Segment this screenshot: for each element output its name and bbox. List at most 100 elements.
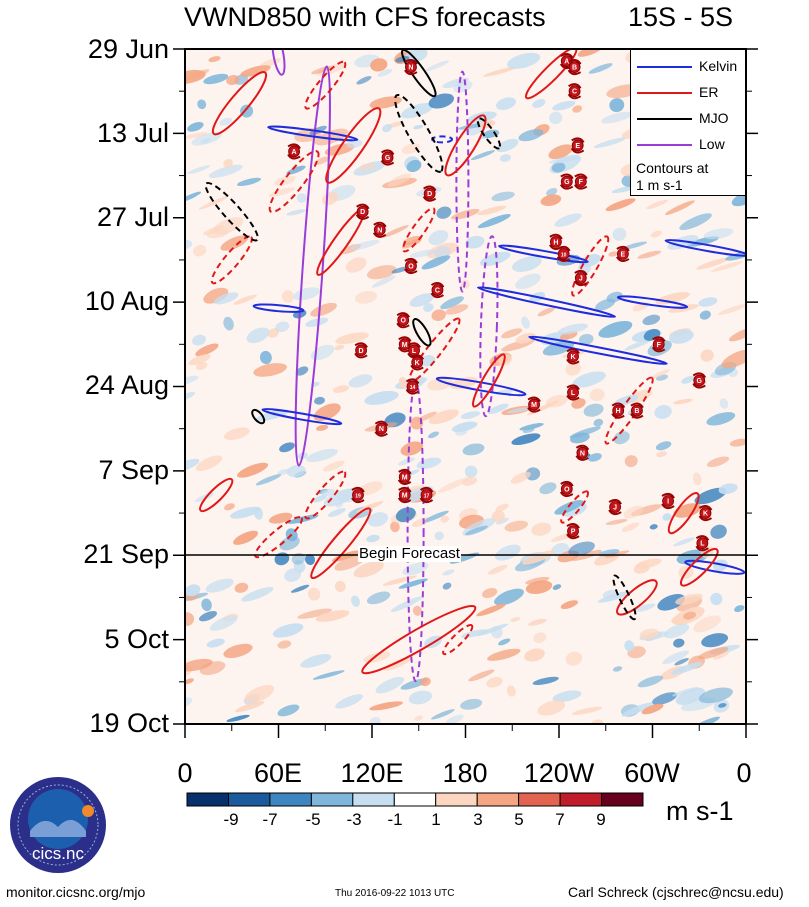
y-tick-label: 29 Jun [87,34,169,64]
field-cell [593,137,626,149]
field-cell [651,369,670,379]
y-tick-label: 13 Jul [96,118,169,148]
storm-dot [609,501,621,513]
colorbar-label: 7 [555,810,565,829]
field-cell [511,256,542,272]
x-tick-label: 180 [442,758,488,788]
field-cell [279,442,295,453]
field-cell [199,661,226,676]
field-cell [353,561,384,578]
field-cell [462,443,485,456]
field-cell [335,694,364,709]
field-cell [552,584,562,590]
field-cell [506,685,516,697]
x-tick-label: 0 [736,758,752,788]
field-cell [185,191,202,204]
field-cell [698,687,733,704]
storm-dot [567,386,579,399]
field-cell [234,582,249,593]
field-cell [364,390,399,405]
field-cell [421,255,451,270]
field-cell [334,580,346,592]
storm-marker: G [692,372,707,389]
storm-marker: D [355,203,370,220]
storm-dot [652,338,665,351]
colorbar-label: 5 [514,810,524,829]
er-contour [310,507,372,580]
field-cell [719,398,729,409]
field-cell [479,251,511,267]
footer-url[interactable]: monitor.cicsnc.org/mjo [6,884,146,900]
storm-swirl [355,203,370,220]
field-cell [679,213,712,231]
field-cell [287,514,319,524]
storm-swirl [410,354,425,371]
er-contour [616,579,658,616]
field-cell [367,512,389,527]
field-cell [499,154,512,162]
storm-swirl [372,221,387,238]
field-cell [312,495,327,503]
storm-swirl [405,378,420,395]
kelvin-contour [616,295,689,309]
field-cell [681,376,695,384]
field-cell [311,66,332,75]
logo-text: cics.nc [32,844,84,863]
storm-dot [699,507,712,519]
field-cell [226,714,250,722]
storm-marker: P [566,523,580,540]
storm-dot [288,145,300,158]
legend-swatch [637,92,692,94]
field-cell [491,191,515,202]
field-cell [711,261,744,272]
field-cell [546,188,558,196]
storm-label: C [572,89,577,96]
storm-dot [356,205,369,218]
field-cell [465,235,485,249]
field-cell [191,334,207,346]
field-cell [277,704,300,717]
legend-item-kelvin: Kelvin [631,57,747,77]
field-cell [487,403,509,414]
storm-label: D [359,348,364,355]
storm-marker: N [404,59,418,76]
field-cell [413,124,424,130]
field-cell [731,191,746,207]
storm-marker: B [567,59,582,76]
storm-swirl [611,402,626,419]
field-cell [572,706,602,715]
storm-marker: K [566,348,580,365]
storm-swirl [698,505,713,522]
kelvin-contour [252,303,305,313]
storm-swirl [692,372,707,389]
field-cell [358,162,377,172]
storm-label: L [412,348,417,355]
colorbar-swatch [269,792,312,807]
field-cell [401,238,422,249]
field-cell [286,464,306,478]
low-contour [271,49,286,76]
storm-label: D [427,191,432,198]
er-contour [442,624,474,656]
storm-marker: A [287,143,301,160]
storm-marker: N [372,221,387,238]
low-contour [294,65,331,467]
storm-dot [568,61,581,73]
field-cell [274,175,296,186]
field-cell [525,576,550,585]
x-tick-label: 120E [340,758,404,788]
storm-swirl [566,348,580,365]
field-cell [718,703,727,708]
field-cell [279,536,300,551]
storm-swirl [695,535,710,552]
storm-label: O [400,318,406,325]
kelvin-contour [431,135,454,144]
field-cell [383,657,411,671]
field-cell [420,677,431,687]
field-cell [589,388,605,402]
field-cell [570,432,590,444]
storm-dot [411,356,424,369]
storm-label: J [579,276,583,283]
storm-dot [571,139,584,152]
low-contour [479,235,499,418]
